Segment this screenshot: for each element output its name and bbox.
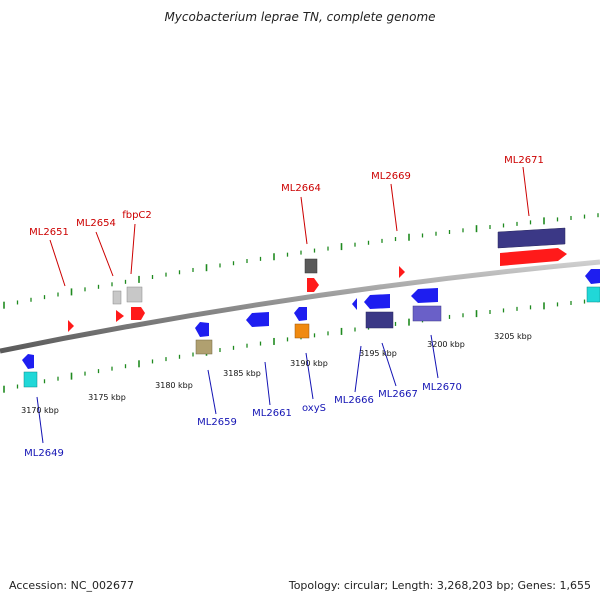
gene-label-ML2651[interactable]: ML2651 <box>29 227 69 238</box>
gene-arrow-fbpC2[interactable] <box>131 307 145 320</box>
gene-label-fbpC2[interactable]: fbpC2 <box>122 210 152 221</box>
scale-label: 3190 kbp <box>290 359 328 368</box>
gene-block-ML2664[interactable] <box>304 258 318 274</box>
gene-label-ML2671[interactable]: ML2671 <box>504 155 544 166</box>
gene-label-ML2661[interactable]: ML2661 <box>252 408 292 419</box>
gene-arrow-ML2666[interactable] <box>352 298 357 310</box>
gene-block-ML2649[interactable] <box>23 371 38 388</box>
gene-block-ML2659[interactable] <box>195 339 213 355</box>
scale-label: 3175 kbp <box>88 393 126 402</box>
reverse-gene-labels: ML2649 ML2659 ML2661 oxyS ML2666 ML2667 … <box>24 382 462 459</box>
gene-arrow-ML2671[interactable] <box>500 248 567 266</box>
leader-ML2661 <box>264 361 271 406</box>
scale-label: 3195 kbp <box>359 349 397 358</box>
gene-arrow-ML2670[interactable] <box>411 288 438 303</box>
scale-label: 3200 kbp <box>427 340 465 349</box>
scale-label: 3185 kbp <box>223 369 261 378</box>
leader-ML2666 <box>354 345 362 393</box>
gene-block-ML2667[interactable] <box>365 311 394 329</box>
leader-ML2651 <box>49 239 66 287</box>
leader-ML2664 <box>300 196 308 245</box>
gene-arrow-ML2669[interactable] <box>399 266 405 278</box>
leader-ML2670 <box>430 334 439 379</box>
leader-oxyS <box>305 352 314 400</box>
gene-arrow-edge-right[interactable] <box>585 269 600 284</box>
reverse-leader-lines <box>36 334 439 444</box>
forward-features <box>68 227 567 332</box>
genome-backbone <box>0 259 600 354</box>
gene-arrow-ML2649[interactable] <box>22 354 34 369</box>
gene-arrow-ML2651[interactable] <box>68 320 74 332</box>
leader-fbpC2 <box>130 223 136 275</box>
gene-arrow-ML2667[interactable] <box>364 294 390 309</box>
leader-ML2669 <box>390 183 398 232</box>
gene-block-ML2654[interactable] <box>112 290 122 305</box>
gene-label-ML2664[interactable]: ML2664 <box>281 183 321 194</box>
forward-tick-track <box>3 213 599 309</box>
gene-arrow-ML2654[interactable] <box>116 310 124 322</box>
gene-label-ML2649[interactable]: ML2649 <box>24 448 64 459</box>
gene-label-ML2654[interactable]: ML2654 <box>76 218 116 229</box>
leader-ML2649 <box>36 396 44 444</box>
scale-labels: 3170 kbp 3175 kbp 3180 kbp 3185 kbp 3190… <box>21 332 532 415</box>
gene-block-ML2670[interactable] <box>412 305 442 322</box>
gene-block-edge-right[interactable] <box>586 286 600 303</box>
forward-leader-lines <box>49 166 530 287</box>
leader-ML2667 <box>381 342 397 387</box>
leader-ML2659 <box>207 369 217 415</box>
genome-summary: Topology: circular; Length: 3,268,203 bp… <box>288 579 591 592</box>
forward-gene-labels: ML2651 ML2654 fbpC2 ML2664 ML2669 ML2671 <box>29 155 544 238</box>
accession-label: Accession: NC_002677 <box>9 579 135 592</box>
scale-label: 3205 kbp <box>494 332 532 341</box>
gene-label-ML2670[interactable]: ML2670 <box>422 382 462 393</box>
scale-label: 3180 kbp <box>155 381 193 390</box>
gene-block-ML2671[interactable] <box>497 227 566 249</box>
gene-arrow-ML2664[interactable] <box>307 278 319 292</box>
gene-block-oxyS[interactable] <box>294 323 310 339</box>
leader-ML2654 <box>95 231 114 277</box>
gene-label-ML2666[interactable]: ML2666 <box>334 395 374 406</box>
gene-block-fbpC2[interactable] <box>126 286 143 303</box>
leader-ML2671 <box>522 166 530 217</box>
gene-arrow-ML2659[interactable] <box>195 322 209 337</box>
map-title: Mycobacterium leprae TN, complete genome <box>164 10 436 24</box>
gene-arrow-oxyS[interactable] <box>294 307 307 321</box>
gene-label-oxyS[interactable]: oxyS <box>302 403 326 414</box>
scale-label: 3170 kbp <box>21 406 59 415</box>
gene-label-ML2667[interactable]: ML2667 <box>378 389 418 400</box>
reverse-features <box>22 269 600 388</box>
gene-label-ML2669[interactable]: ML2669 <box>371 171 411 182</box>
reverse-tick-track <box>3 298 599 393</box>
gene-label-ML2659[interactable]: ML2659 <box>197 417 237 428</box>
gene-arrow-ML2661[interactable] <box>246 312 269 327</box>
